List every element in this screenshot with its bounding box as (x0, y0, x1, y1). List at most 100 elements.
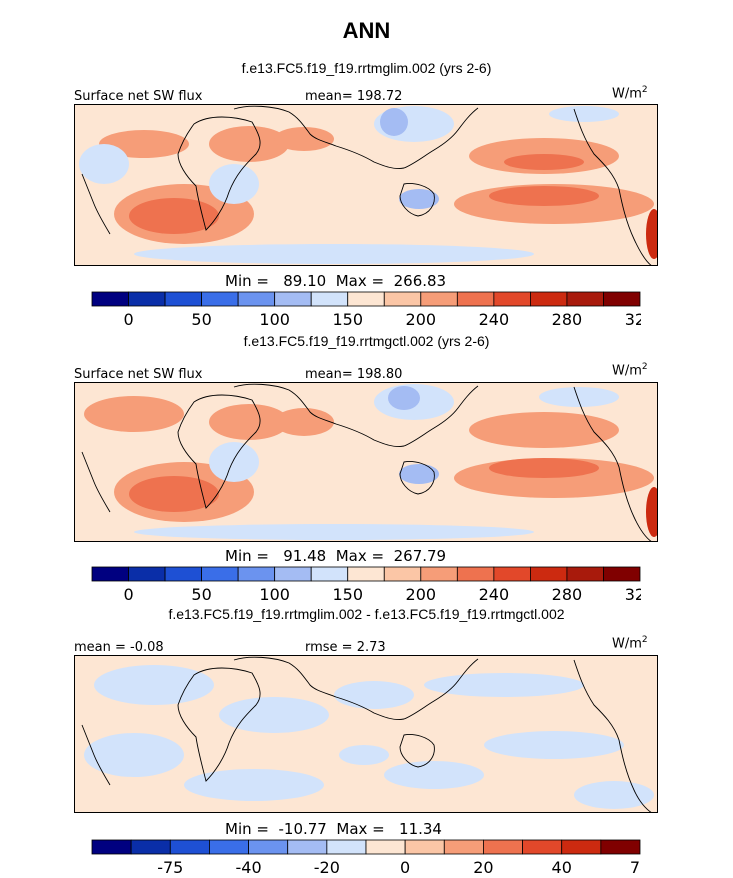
panel-3-units-sup: 2 (641, 635, 648, 645)
colorbar-swatch (128, 566, 166, 582)
colorbar-tick-label: 50 (191, 585, 211, 604)
colorbar-swatch (529, 291, 568, 307)
colorbar-swatch (237, 291, 276, 307)
panel-2-units: W/m2 (612, 362, 648, 378)
colorbar-swatch (383, 566, 422, 582)
colorbar-swatch (130, 839, 171, 855)
panel-2-units-sup: 2 (641, 362, 648, 372)
colorbar-tick-label: 40 (552, 858, 572, 877)
colorbar-swatch (91, 839, 132, 855)
colorbar-tick-label: 0 (123, 310, 133, 329)
colorbar-swatch (310, 566, 349, 582)
colorbar-swatch (201, 566, 239, 582)
panel-1-mean-label: mean= 198.72 (305, 89, 403, 104)
colorbar-tick-label: 240 (479, 585, 510, 604)
colorbar-swatch (274, 291, 312, 307)
colorbar-swatch (209, 839, 249, 855)
colorbar-tick-label: -40 (236, 858, 262, 877)
colorbar-tick-label: 50 (191, 310, 211, 329)
panel-1-case-title: f.e13.FC5.f19_f19.rrtmglim.002 (yrs 2-6) (241, 60, 492, 76)
colorbar-swatch (164, 291, 202, 307)
colorbar-swatch (274, 566, 312, 582)
panel-3-coastlines (81, 656, 653, 813)
colorbar-swatch (128, 291, 166, 307)
colorbar-swatch (566, 291, 604, 307)
colorbar-tick-label: 320 (625, 310, 641, 329)
panel-3-units-text: W/m (612, 636, 642, 652)
colorbar-swatch (287, 839, 328, 855)
panel-3-map (74, 655, 658, 813)
panel-2-colorbar: 0 50 100 150 200 240 280 320 (91, 566, 641, 604)
panel-1-minmax: Min = 89.10 Max = 266.83 (225, 272, 447, 290)
panel-1-map (74, 104, 658, 266)
panel-2-case-title: f.e13.FC5.f19_f19.rrtmgctl.002 (yrs 2-6) (243, 333, 490, 349)
colorbar-swatch (600, 839, 641, 855)
panel-3-units: W/m2 (612, 635, 648, 651)
colorbar-swatch (347, 291, 385, 307)
panel-2-coastlines (81, 383, 653, 542)
colorbar-swatch (326, 839, 367, 855)
colorbar-swatch (383, 291, 422, 307)
colorbar-tick-label: 0 (400, 858, 410, 877)
panel-2-mean-label: mean= 198.80 (305, 367, 403, 382)
panel-3-minmax: Min = -10.77 Max = 11.34 (225, 820, 442, 838)
colorbar-tick-label: 75 (630, 858, 641, 877)
colorbar-swatch (603, 566, 641, 582)
panel-1-units-text: W/m (612, 86, 642, 102)
colorbar-tick-label: 100 (259, 585, 290, 604)
colorbar-tick-label: -75 (157, 858, 183, 877)
panel-1-units: W/m2 (612, 85, 648, 101)
colorbar-swatch (310, 291, 349, 307)
panel-2-variable-label: Surface net SW flux (74, 367, 203, 382)
colorbar-tick-label: 280 (552, 310, 583, 329)
colorbar-tick-label: -20 (314, 858, 340, 877)
colorbar-swatch (404, 839, 445, 855)
panel-2-minmax: Min = 91.48 Max = 267.79 (225, 547, 447, 565)
colorbar-swatch (420, 291, 458, 307)
colorbar-swatch (561, 839, 602, 855)
colorbar-swatch (566, 566, 604, 582)
colorbar-swatch (420, 566, 458, 582)
colorbar-tick-label: 280 (552, 585, 583, 604)
panel-2-field-blobs (84, 384, 658, 540)
colorbar-tick-label: 320 (625, 585, 641, 604)
panel-1-field-blobs (79, 106, 658, 264)
colorbar-swatch (493, 566, 531, 582)
panel-1-variable-label: Surface net SW flux (74, 89, 203, 104)
colorbar-tick-label: 240 (479, 310, 510, 329)
colorbar-tick-label: 200 (406, 310, 437, 329)
colorbar-swatch (237, 566, 276, 582)
panel-1-colorbar: 0 50 100 150 200 240 280 320 (91, 291, 641, 329)
colorbar-swatch (529, 566, 568, 582)
panel-3-rmse-label: rmse = 2.73 (305, 640, 386, 655)
colorbar-swatch (164, 566, 202, 582)
colorbar-swatch (91, 291, 129, 307)
panel-2-map (74, 382, 658, 542)
panel-3-case-title: f.e13.FC5.f19_f19.rrtmglim.002 - f.e13.F… (168, 606, 565, 622)
colorbar-tick-label: 150 (332, 310, 363, 329)
colorbar-swatch (91, 566, 129, 582)
colorbar-swatch (169, 839, 210, 855)
colorbar-swatch (483, 839, 523, 855)
colorbar-swatch (248, 839, 289, 855)
colorbar-tick-label: 20 (473, 858, 493, 877)
colorbar-swatch (201, 291, 239, 307)
colorbar-swatch (347, 566, 385, 582)
colorbar-tick-label: 150 (332, 585, 363, 604)
panel-3-field-blobs (84, 665, 654, 809)
colorbar-swatch (456, 291, 495, 307)
panel-1-coastlines (81, 105, 653, 266)
colorbar-swatch (443, 839, 484, 855)
panel-2-units-text: W/m (612, 363, 642, 379)
colorbar-swatch (603, 291, 641, 307)
colorbar-swatch (522, 839, 563, 855)
colorbar-tick-label: 0 (123, 585, 133, 604)
panel-3-colorbar: -75 -40 -20 0 20 40 75 (91, 839, 641, 877)
colorbar-swatch (456, 566, 495, 582)
colorbar-tick-label: 100 (259, 310, 290, 329)
panel-3-mean-label: mean = -0.08 (74, 640, 164, 655)
colorbar-swatch (365, 839, 406, 855)
colorbar-tick-label: 200 (406, 585, 437, 604)
page-title: ANN (342, 18, 391, 43)
panel-1-units-sup: 2 (641, 85, 648, 95)
